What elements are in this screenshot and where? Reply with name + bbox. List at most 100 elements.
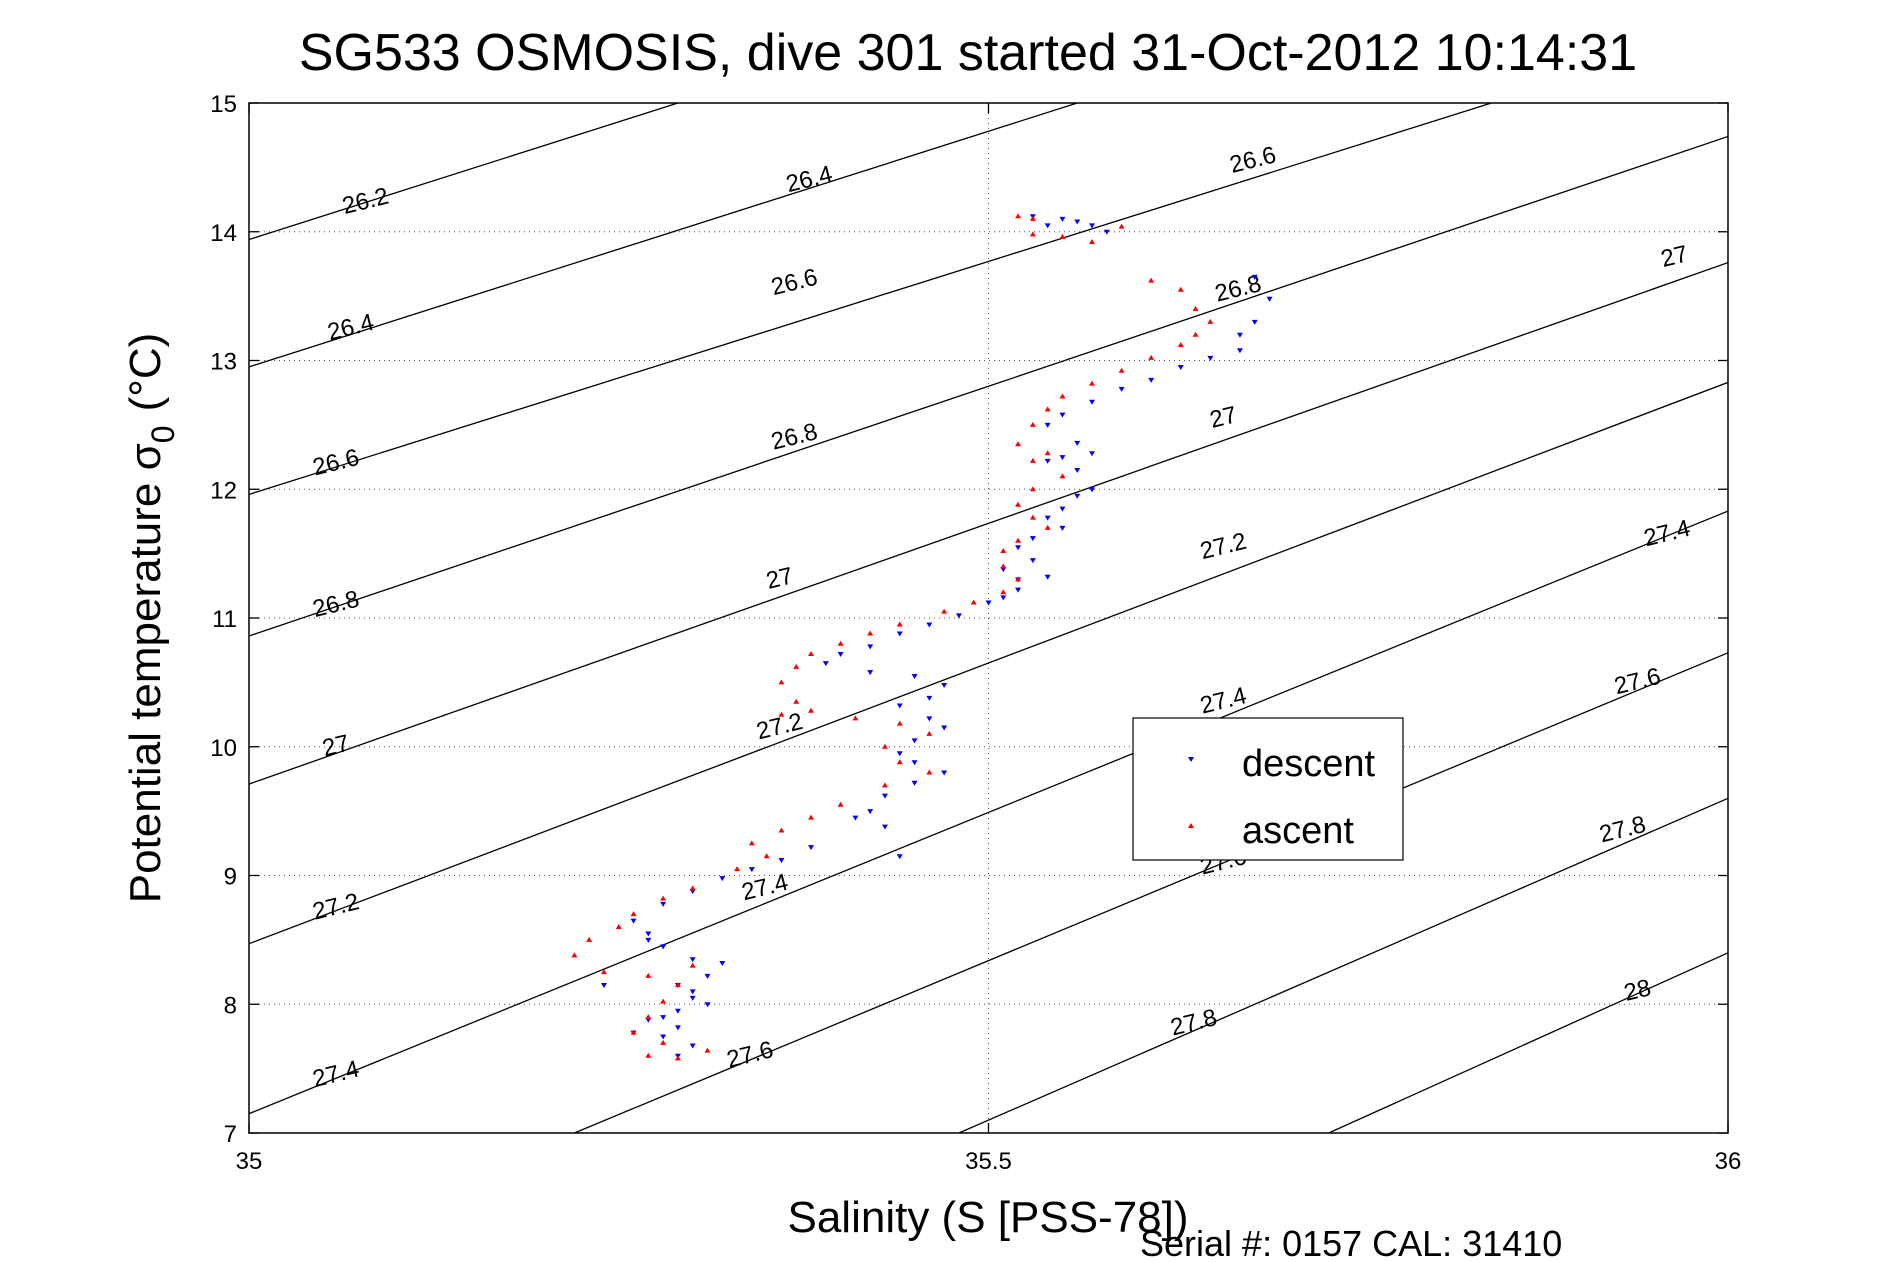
descent-point xyxy=(1266,296,1273,302)
y-tick-label: 13 xyxy=(210,349,237,376)
descent-point xyxy=(941,682,948,688)
density-contour-line xyxy=(574,652,1728,1133)
descent-point xyxy=(1236,348,1243,354)
descent-point xyxy=(926,695,933,701)
y-tick-label: 7 xyxy=(224,1121,237,1148)
descent-point xyxy=(896,751,903,757)
x-tick-label: 35 xyxy=(236,1148,263,1175)
legend-descent-marker xyxy=(1188,757,1194,762)
descent-point xyxy=(1177,364,1184,370)
density-contour-line xyxy=(249,381,1728,945)
descent-point xyxy=(1089,451,1096,457)
ascent-point xyxy=(1000,563,1007,569)
ascent-point xyxy=(837,640,844,646)
descent-point xyxy=(1044,515,1051,521)
descent-point xyxy=(674,1025,681,1031)
ascent-point xyxy=(1029,231,1036,237)
ascent-point xyxy=(941,608,948,614)
y-axis-label-main: Potential temperature σ xyxy=(121,443,170,903)
descent-point xyxy=(1089,487,1096,493)
descent-point xyxy=(645,937,652,943)
x-tick-label: 36 xyxy=(1715,1148,1742,1175)
descent-point xyxy=(660,1034,667,1040)
descent-point xyxy=(645,931,652,937)
ascent-point xyxy=(778,711,785,717)
descent-point xyxy=(985,600,992,606)
descent-point xyxy=(1236,332,1243,338)
y-tick-label: 15 xyxy=(210,91,237,118)
descent-point xyxy=(911,738,918,744)
descent-point xyxy=(1000,595,1007,601)
ascent-point xyxy=(645,1052,652,1058)
descent-point xyxy=(1044,458,1051,464)
descent-point xyxy=(1044,422,1051,428)
descent-point xyxy=(896,703,903,709)
ascent-point xyxy=(1059,233,1066,239)
ascent-point xyxy=(1089,239,1096,245)
y-tick-label: 12 xyxy=(210,477,237,504)
ascent-point xyxy=(778,827,785,833)
y-tick-label: 11 xyxy=(212,606,237,633)
descent-point xyxy=(674,1008,681,1014)
y-tick-label: 9 xyxy=(224,864,237,891)
descent-point xyxy=(955,613,962,619)
density-contour-line xyxy=(1328,952,1728,1133)
density-contour-labels: 26.226.426.626.426.6 26.82726.626.82726.8… xyxy=(310,141,1693,1092)
density-contour-line xyxy=(958,797,1728,1133)
series-descent xyxy=(600,214,1273,1059)
ascent-point xyxy=(1000,548,1007,554)
descent-point xyxy=(1059,216,1066,222)
ascent-point xyxy=(1029,457,1036,463)
ascent-point xyxy=(630,1029,637,1035)
ascent-point xyxy=(1118,367,1125,373)
density-contour-line xyxy=(249,510,1728,1115)
descent-point xyxy=(1251,274,1258,280)
descent-point xyxy=(704,1002,711,1008)
ascent-point xyxy=(1148,354,1155,360)
descent-point xyxy=(660,901,667,907)
data-series xyxy=(571,213,1273,1061)
ascent-point xyxy=(1192,331,1199,337)
ascent-point xyxy=(1029,421,1036,427)
descent-point xyxy=(822,661,829,667)
ascent-point xyxy=(600,969,607,975)
legend-ascent-marker xyxy=(1188,823,1194,828)
x-tick-label: 35.5 xyxy=(965,1148,1012,1175)
descent-point xyxy=(941,725,948,731)
descent-point xyxy=(881,824,888,830)
descent-point xyxy=(808,845,815,851)
ascent-point xyxy=(1207,318,1214,324)
descent-point xyxy=(867,644,874,650)
descent-point xyxy=(689,1043,696,1049)
x-axis-ticks: 35 35.5 36 xyxy=(236,103,1742,1175)
ascent-point xyxy=(926,730,933,736)
descent-point xyxy=(1251,319,1258,325)
descent-point xyxy=(1059,506,1066,512)
descent-point xyxy=(852,815,859,821)
y-axis-label-units: (°C) xyxy=(121,333,170,412)
ascent-point xyxy=(1059,393,1066,399)
legend-descent-label: descent xyxy=(1242,743,1376,785)
density-contour-line xyxy=(249,103,679,241)
density-contour-line xyxy=(249,261,1728,785)
ascent-point xyxy=(896,720,903,726)
descent-point xyxy=(1059,412,1066,418)
ascent-point xyxy=(689,962,696,968)
x-axis-label: Salinity (S [PSS-78]) xyxy=(787,1193,1188,1242)
ascent-point xyxy=(1015,441,1022,447)
ascent-point xyxy=(660,998,667,1004)
ascent-point xyxy=(734,866,741,872)
descent-point xyxy=(837,652,844,658)
grid xyxy=(249,103,1728,1133)
descent-point xyxy=(1044,223,1051,229)
descent-point xyxy=(1029,558,1036,564)
ascent-point xyxy=(808,814,815,820)
descent-point xyxy=(911,780,918,786)
ascent-point xyxy=(689,885,696,891)
series-ascent xyxy=(571,213,1214,1061)
ascent-point xyxy=(881,743,888,749)
descent-point xyxy=(941,770,948,776)
y-tick-label: 10 xyxy=(210,735,237,762)
footer-serial-cal: Serial #: 0157 CAL: 31410 xyxy=(1140,1223,1562,1262)
